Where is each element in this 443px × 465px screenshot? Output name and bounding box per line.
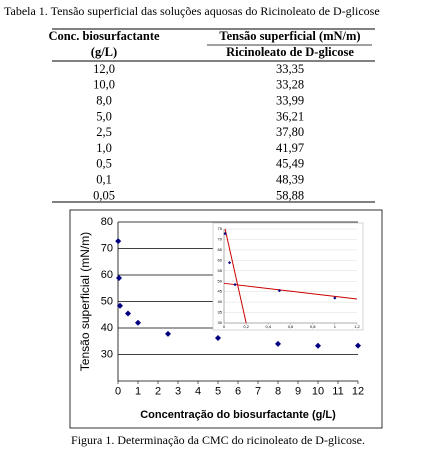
table-cell: 41,97 [276,141,304,155]
data-point [277,289,282,293]
table-header: Tensão superficial (mN/m) [219,29,360,43]
y-tick-label: 60 [101,269,113,281]
x-tick-label: 0,2 [243,324,249,329]
table-cell: 5,0 [96,109,112,123]
table-cell: 0,05 [93,188,115,202]
table-cell: 48,39 [276,172,304,186]
table-cell: 33,28 [276,78,304,92]
y-axis-label: Tensão superficial (mN/m) [78,232,92,371]
y-tick-label: 40 [218,299,223,304]
table-cell: 1,0 [96,141,112,155]
table-cell: 12,0 [93,62,115,76]
data-point [223,231,227,236]
table-cell: 45,49 [276,157,304,171]
x-tick-label: 1 [135,385,141,397]
data-point [165,330,171,337]
table-cell: 0,1 [96,172,112,186]
y-tick-label: 55 [218,268,223,273]
table-caption: Tabela 1. Tensão superficial das soluçõe… [4,4,380,18]
data-point [315,342,321,349]
table-subheader: Ricinoleato de D-glicose [226,45,354,59]
table-cell: 0,5 [96,157,112,171]
table-cell: 8,0 [96,93,112,107]
y-tick-label: 35 [218,310,223,315]
x-tick-label: 0 [223,324,226,329]
x-tick-label: 0,6 [288,324,294,329]
y-tick-label: 65 [218,247,223,252]
y-tick-label: 75 [218,226,223,231]
fit-line [223,282,358,300]
data-point [215,335,221,342]
data-point [227,261,232,265]
data-point [135,319,141,326]
x-tick-label: 7 [255,385,261,397]
y-tick-label: 30 [101,348,113,360]
inset-chart: 30 35 40 45 50 55 60 65 70 75 0 0,2 0,4 0,6 0,8 1 1,2 [218,226,361,329]
x-tick-label: 9 [295,385,301,397]
table-body: 12,0 33,35 10,0 33,28 8,0 33,99 5,0 36,21 2,5 37,… [93,62,304,202]
data-point [355,342,361,349]
x-tick-label: 5 [215,385,221,397]
x-tick-label: 2 [155,385,161,397]
table-cell: 33,99 [276,93,304,107]
x-tick-label: 4 [195,385,201,397]
table-cell: 10,0 [93,78,115,92]
x-tick-label: 0,8 [310,324,316,329]
fit-line [224,228,247,324]
x-tick-label: 0 [115,385,121,397]
data-point [116,274,122,281]
y-tick-label: 60 [218,257,223,262]
x-tick-label: 11 [332,385,343,397]
x-tick-label: 1,2 [354,324,360,329]
x-axis-label: Concentração do biosurfactante (g/L) [140,409,336,421]
data-point [275,340,281,347]
figure-caption: Figura 1. Determinação da CMC do ricinol… [71,433,365,447]
y-tick-label: 70 [101,242,113,254]
y-tick-label: 30 [218,320,223,325]
table-cell: 37,80 [276,125,304,139]
x-tick-label: 3 [175,385,181,397]
x-tick-label: 6 [235,385,241,397]
table-cell: 33,35 [276,62,304,76]
figure-frame [69,209,383,429]
x-tick-label: 8 [275,385,281,397]
data-point [115,238,122,245]
data-point [233,282,237,287]
data-point [125,310,131,317]
x-tick-label: 0,4 [266,324,272,329]
data-point [117,302,123,309]
y-tick-label: 50 [218,278,223,283]
y-tick-label: 70 [218,237,223,242]
table-cell: 58,88 [276,188,304,202]
inset-frame [212,222,364,331]
y-tick-label: 40 [101,322,113,334]
y-tick-label: 45 [218,289,223,294]
x-tick-label: 12 [352,385,364,397]
x-tick-label: 1 [334,324,337,329]
table-subheader: (g/L) [91,45,117,59]
table-cell: 2,5 [96,125,112,139]
data-point [333,296,337,300]
table-header: Conc. biosurfactante [48,29,160,43]
y-tick-label: 50 [101,295,113,307]
y-tick-label: 80 [101,216,113,228]
table-cell: 36,21 [276,109,304,123]
x-tick-label: 10 [312,385,324,397]
